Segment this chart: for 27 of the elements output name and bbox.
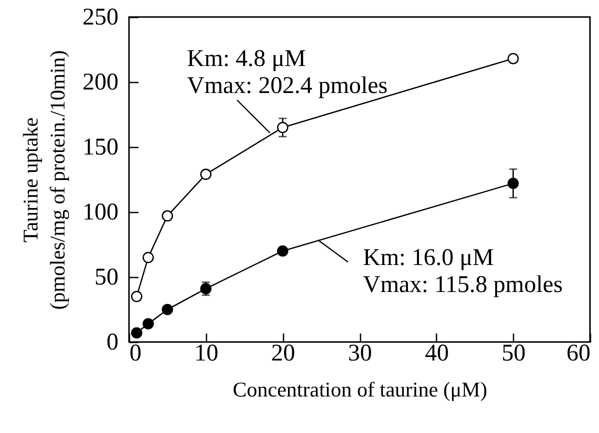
point [277, 245, 288, 257]
y-tick-label: 100 [82, 200, 118, 226]
y-tick-label: 50 [94, 264, 118, 290]
annotation: Km: 16.0 μM Vmax: 115.8 pmoles [363, 245, 563, 298]
point [162, 210, 174, 222]
point [142, 252, 154, 264]
point [277, 122, 288, 134]
y-axis-title: Taurine uptake (pmoles/mg of protein./10min) [18, 50, 70, 310]
y-tick-label: 150 [82, 134, 118, 160]
x-tick-label: 30 [348, 340, 372, 366]
y-tick-label: 250 [82, 4, 118, 30]
annotation: Km: 4.8 μM Vmax: 202.4 pmoles [187, 46, 388, 99]
x-tick-label: 20 [271, 340, 296, 366]
point [162, 304, 174, 316]
x-axis-title: Concentration of taurine (μM) [232, 378, 488, 402]
point [200, 168, 212, 180]
point [131, 290, 142, 302]
x-tick-label: 50 [502, 340, 526, 366]
point [131, 327, 142, 339]
y-tick-label: 200 [82, 70, 118, 96]
point [142, 318, 154, 330]
x-tick-label: 40 [424, 340, 449, 366]
point [508, 52, 519, 64]
x-tick-label: 0 [130, 340, 142, 366]
point [508, 178, 519, 190]
x-tick-label: 60 [566, 340, 590, 366]
x-tick-label: 10 [194, 340, 218, 366]
